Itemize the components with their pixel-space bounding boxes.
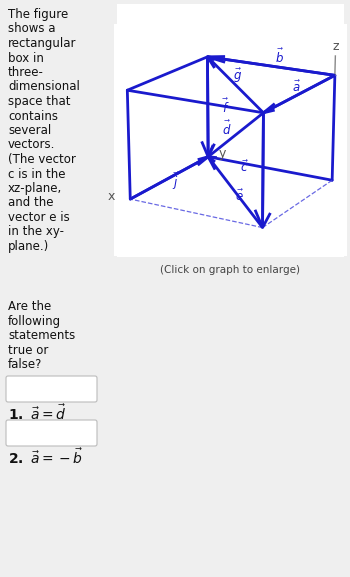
Text: contains: contains <box>8 110 58 122</box>
Text: $\mathbf{2.}\ \vec{a} = -\vec{b}$: $\mathbf{2.}\ \vec{a} = -\vec{b}$ <box>8 447 83 467</box>
Text: False: False <box>16 381 46 394</box>
Text: and the: and the <box>8 197 54 209</box>
Text: rectangular: rectangular <box>8 37 77 50</box>
Text: xz-plane,: xz-plane, <box>8 182 62 195</box>
Text: vectors.: vectors. <box>8 138 55 152</box>
Text: several: several <box>8 124 51 137</box>
Text: shows a: shows a <box>8 23 56 36</box>
Text: False: False <box>16 425 46 438</box>
FancyBboxPatch shape <box>117 4 344 257</box>
Text: (Click on graph to enlarge): (Click on graph to enlarge) <box>161 265 301 275</box>
Text: statements: statements <box>8 329 75 342</box>
FancyBboxPatch shape <box>6 376 97 402</box>
Text: space that: space that <box>8 95 70 108</box>
Text: The figure: The figure <box>8 8 68 21</box>
Text: vector e is: vector e is <box>8 211 70 224</box>
Text: c is in the: c is in the <box>8 167 65 181</box>
Text: false?: false? <box>8 358 42 371</box>
Text: plane.): plane.) <box>8 240 49 253</box>
Text: (The vector: (The vector <box>8 153 76 166</box>
FancyBboxPatch shape <box>6 420 97 446</box>
Text: three-: three- <box>8 66 44 79</box>
Text: $\mathbf{1.}\ \vec{a} = \vec{d}$: $\mathbf{1.}\ \vec{a} = \vec{d}$ <box>8 403 66 422</box>
Text: box in: box in <box>8 51 44 65</box>
Text: following: following <box>8 314 61 328</box>
Text: Are the: Are the <box>8 300 51 313</box>
Text: ⌄: ⌄ <box>80 427 90 440</box>
Text: true or: true or <box>8 343 48 357</box>
Text: dimensional: dimensional <box>8 81 80 93</box>
Text: ⌄: ⌄ <box>80 383 90 396</box>
Text: in the xy-: in the xy- <box>8 226 64 238</box>
